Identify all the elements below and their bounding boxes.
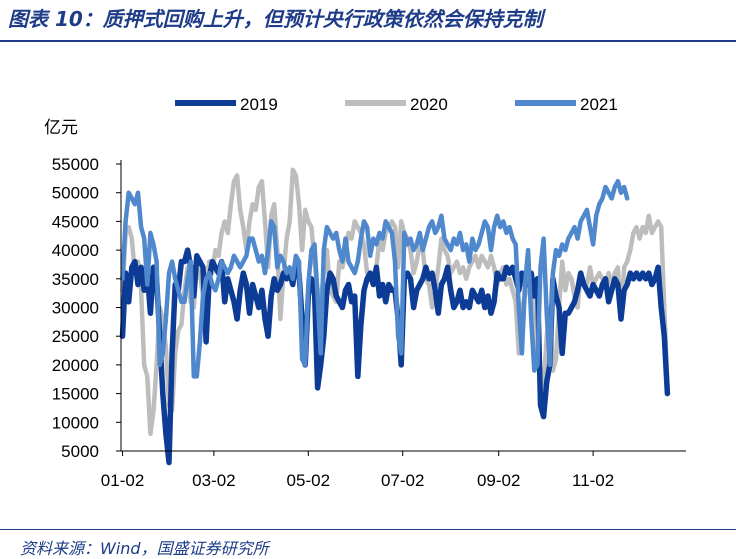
x-tick-label: 01-02 — [101, 471, 144, 490]
y-tick-label: 40000 — [52, 241, 99, 260]
y-tick-label: 55000 — [52, 155, 99, 174]
y-axis-unit-label: 亿元 — [44, 118, 78, 137]
source-rule — [0, 529, 736, 530]
x-tick-label: 09-02 — [477, 471, 520, 490]
y-tick-label: 50000 — [52, 184, 99, 203]
x-tick-label: 03-02 — [192, 471, 235, 490]
y-tick-label: 45000 — [52, 212, 99, 231]
legend-label-2021: 2021 — [580, 95, 618, 114]
title-rule — [0, 40, 736, 42]
legend-label-2019: 2019 — [240, 95, 278, 114]
y-tick-label: 20000 — [52, 356, 99, 375]
x-tick-label: 07-02 — [381, 471, 424, 490]
y-tick-label: 25000 — [52, 327, 99, 346]
legend: 2019 2020 2021 — [175, 95, 618, 114]
y-tick-label: 30000 — [52, 299, 99, 318]
series-line-2021 — [120, 178, 630, 379]
figure-title: 图表 10：质押式回购上升，但预计央行政策依然会保持克制 — [8, 7, 543, 31]
y-tick-label: 35000 — [52, 270, 99, 289]
line-chart: 2019 2020 2021 亿元 5000 10000 15000 20000 250… — [44, 95, 686, 490]
legend-label-2020: 2020 — [410, 95, 448, 114]
y-tick-label: 10000 — [52, 413, 99, 432]
x-tick-label: 11-02 — [572, 471, 614, 490]
y-tick-label: 5000 — [61, 442, 99, 461]
y-tick-label: 15000 — [52, 385, 99, 404]
x-tick-label: 05-02 — [287, 471, 330, 490]
source-note: 资料来源：Wind，国盛证券研究所 — [20, 539, 269, 558]
